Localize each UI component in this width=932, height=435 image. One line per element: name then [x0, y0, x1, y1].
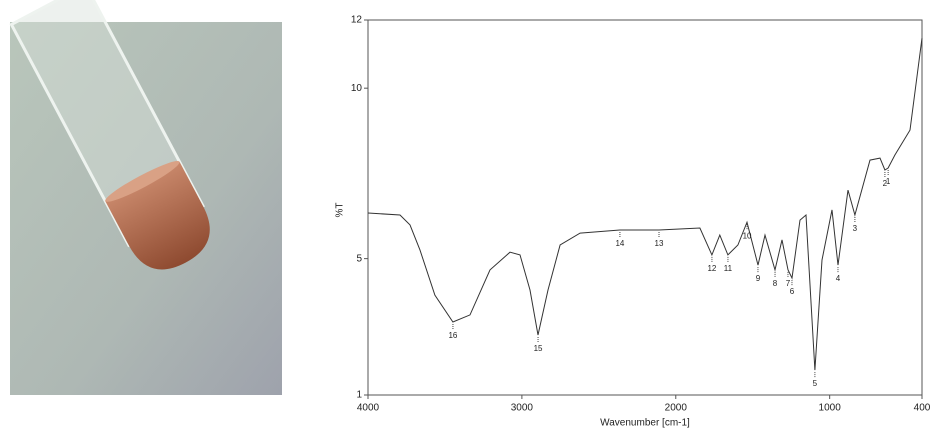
peak-label: 7	[786, 279, 791, 288]
y-tick-label: 10	[351, 83, 363, 94]
peak-label: 2	[883, 179, 888, 188]
peak-label: 11	[724, 264, 733, 273]
peak-label: 3	[853, 224, 858, 233]
peak-label: 14	[615, 239, 624, 248]
peak-label: 15	[534, 344, 543, 353]
y-tick-label: 1	[356, 390, 362, 401]
peak-label: 10	[743, 231, 752, 240]
peak-label: 8	[773, 279, 778, 288]
y-axis-title: %T	[335, 203, 346, 218]
y-tick-label: 5	[356, 253, 362, 264]
peak-label: 1	[886, 177, 891, 186]
x-axis-title: Wavenumber [cm-1]	[600, 418, 690, 429]
peak-label: 5	[813, 379, 818, 388]
peak-label: 9	[756, 274, 761, 283]
peak-label: 12	[707, 264, 716, 273]
y-tick-label: 12	[351, 15, 363, 26]
x-tick-label: 4000	[357, 403, 380, 414]
photo	[9, 0, 282, 395]
x-tick-label: 2000	[665, 403, 688, 414]
x-tick-label: 400	[914, 403, 931, 414]
peak-label: 4	[836, 274, 841, 283]
peak-label: 6	[790, 287, 795, 296]
peak-label: 16	[448, 331, 457, 340]
spectrum-line	[367, 38, 923, 371]
x-tick-label: 3000	[511, 403, 534, 414]
x-tick-label: 1000	[819, 403, 842, 414]
plot-frame	[367, 19, 923, 396]
peak-label: 13	[655, 239, 664, 248]
